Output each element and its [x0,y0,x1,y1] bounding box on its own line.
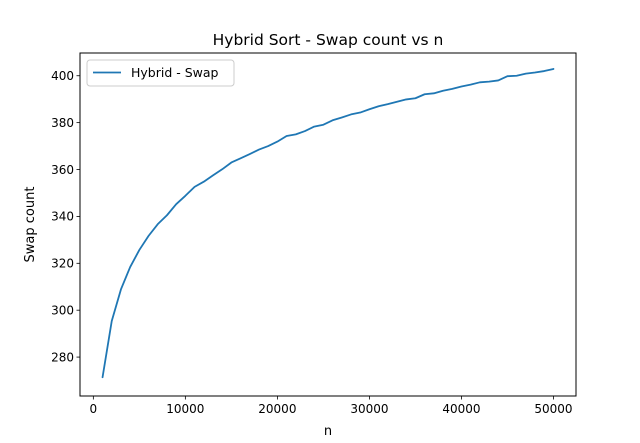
y-tick-label: 320 [51,257,74,271]
plot-background [80,53,576,396]
series-layer [101,68,555,379]
legend-label: Hybrid - Swap [131,65,219,80]
x-tick-label: 50000 [534,402,572,416]
y-tick-label: 400 [51,69,74,83]
y-tick-label: 360 [51,163,74,177]
x-tick-label: 20000 [258,402,296,416]
x-tick-label: 30000 [350,402,388,416]
legend-box [86,59,235,87]
x-axis-ticks: 0 10000 20000 30000 40000 50000 [90,396,573,416]
x-tick-label: 40000 [442,402,480,416]
y-axis-label: Swap count [23,187,38,263]
legend: Hybrid - Swap [86,59,235,87]
y-tick-label: 300 [51,303,74,317]
series-line [101,68,555,379]
y-tick-label: 380 [51,116,74,130]
x-tick-label: 10000 [166,402,204,416]
y-axis-ticks: 280 300 320 340 360 380 400 [51,69,80,364]
plot-frame [79,52,577,397]
chart-title: Hybrid Sort - Swap count vs n [213,31,444,49]
x-axis-label: n [324,424,332,439]
y-tick-label: 280 [51,350,74,364]
plot-area [80,53,576,396]
x-tick-label: 0 [90,402,98,416]
y-tick-label: 340 [51,210,74,224]
